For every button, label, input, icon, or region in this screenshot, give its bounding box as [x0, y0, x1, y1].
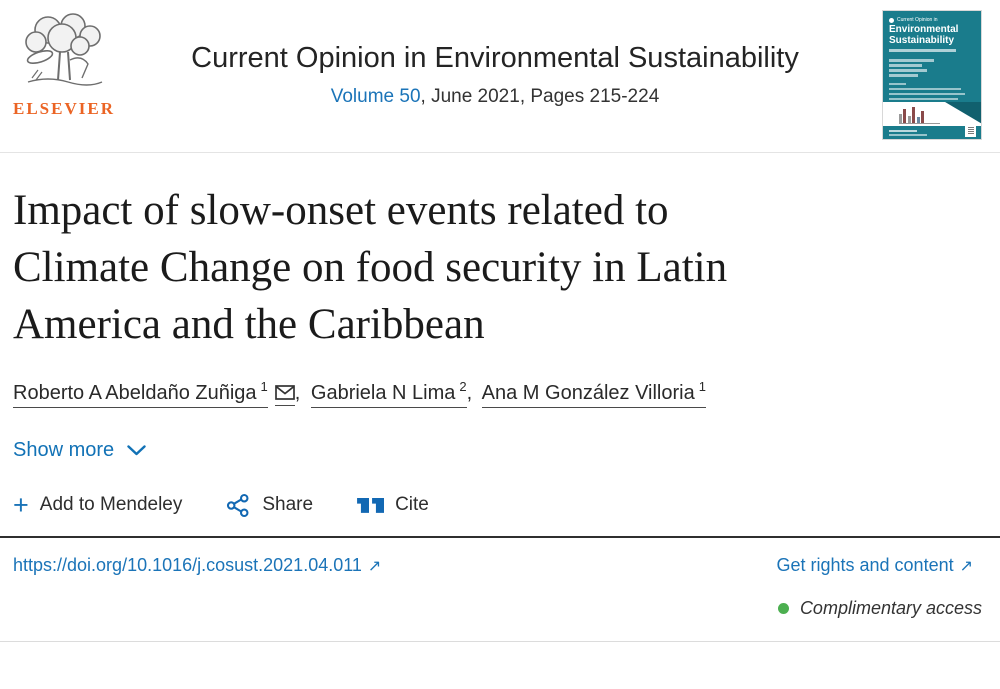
add-to-mendeley-button[interactable]: + Add to Mendeley	[13, 490, 183, 521]
author-separator: ,	[466, 381, 473, 404]
author-affiliation-sup: 1	[260, 379, 268, 395]
elsevier-tree-icon	[25, 13, 103, 86]
bottom-divider	[0, 640, 1000, 642]
volume-link[interactable]: Volume 50	[330, 86, 421, 107]
cover-editor-lines	[889, 59, 975, 77]
journal-cover-thumbnail[interactable]: Current Opinion in Environmental Sustain…	[882, 10, 982, 140]
elsevier-logo[interactable]: ELSEVIER	[10, 12, 118, 119]
chevron-down-icon	[127, 445, 146, 456]
cover-logo-dot-icon	[889, 17, 894, 23]
author-affiliation-sup: 1	[698, 379, 706, 395]
section-divider	[0, 535, 1000, 538]
author-list: Roberto A Abeldaño Zuñiga 1, Gabriela N L…	[13, 379, 987, 408]
cover-kicker: Current Opinion in	[889, 17, 975, 23]
author-link-2[interactable]: Gabriela N Lima 2	[310, 379, 467, 408]
journal-title-link[interactable]: Current Opinion in Environmental Sustain…	[191, 42, 799, 74]
article-title-line: Impact of slow-onset events related to	[13, 187, 669, 234]
article-title-line: America and the Caribbean	[13, 300, 485, 348]
access-status: Complimentary access	[13, 598, 987, 619]
cite-button[interactable]: Cite	[357, 494, 429, 516]
plus-icon: +	[13, 490, 29, 521]
journal-banner: ELSEVIER Current Opinion in Environmenta…	[0, 0, 1000, 153]
doi-row: https://doi.org/10.1016/j.cosust.2021.04…	[13, 555, 987, 576]
issue-line: Volume 50, June 2021, Pages 215-224	[125, 86, 865, 108]
cover-elsevier-mark-icon	[965, 125, 976, 137]
author-separator: ,	[294, 381, 301, 404]
corresponding-author-email-icon[interactable]	[274, 381, 295, 406]
share-button[interactable]: Share	[226, 493, 313, 518]
article-title-line: Climate Change on food security in Latin	[13, 243, 728, 291]
external-link-icon: ↗	[367, 557, 382, 575]
author-link-3[interactable]: Ana M González Villoria 1	[481, 379, 706, 408]
cover-title: Environmental Sustainability	[889, 24, 959, 46]
journal-meta: Current Opinion in Environmental Sustain…	[125, 42, 865, 108]
quote-icon	[357, 497, 385, 513]
author-affiliation-sup: 2	[459, 379, 467, 395]
author-link-1[interactable]: Roberto A Abeldaño Zuñiga 1	[13, 379, 268, 408]
action-bar: + Add to Mendeley Share Cite	[13, 490, 987, 521]
cover-tagline-placeholder	[889, 49, 957, 52]
access-label: Complimentary access	[799, 597, 982, 618]
external-link-icon: ↗	[959, 557, 973, 575]
cover-bottom-strip	[883, 125, 981, 139]
article-head: Impact of slow-onset events related to C…	[0, 183, 1000, 521]
issue-info: , June 2021, Pages 215-224	[420, 86, 660, 107]
show-more-button[interactable]: Show more	[13, 439, 146, 462]
access-dot-icon	[777, 602, 789, 614]
get-rights-link[interactable]: Get rights and content ↗	[776, 554, 973, 575]
elsevier-logo-text: ELSEVIER	[13, 99, 115, 118]
doi-link[interactable]: https://doi.org/10.1016/j.cosust.2021.04…	[13, 554, 382, 575]
share-icon	[227, 493, 249, 517]
article-title: Impact of slow-onset events related to C…	[13, 183, 987, 353]
cover-mini-chart	[898, 104, 940, 124]
